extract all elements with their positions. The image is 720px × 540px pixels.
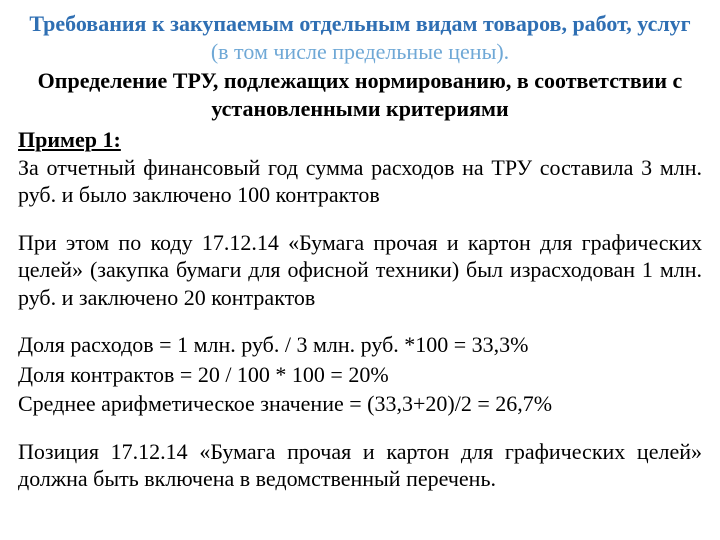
spacer (18, 313, 702, 331)
paragraph-6: Позиция 17.12.14 «Бумага прочая и картон… (18, 438, 702, 493)
paragraph-3: Доля расходов = 1 млн. руб. / 3 млн. руб… (18, 331, 702, 359)
title-block: Требования к закупаемым отдельным видам … (18, 10, 702, 65)
subtitle: Определение ТРУ, подлежащих нормированию… (18, 67, 702, 122)
paragraph-1: За отчетный финансовый год сумма расходо… (18, 154, 702, 209)
title-main: Требования к закупаемым отдельным видам … (29, 11, 690, 36)
paragraph-4: Доля контрактов = 20 / 100 * 100 = 20% (18, 361, 702, 389)
spacer (18, 211, 702, 229)
example-label: Пример 1: (18, 126, 702, 154)
paragraph-5: Среднее арифметическое значение = (33,3+… (18, 390, 702, 418)
paragraph-2: При этом по коду 17.12.14 «Бумага прочая… (18, 229, 702, 312)
page: Требования к закупаемым отдельным видам … (0, 0, 720, 540)
spacer (18, 420, 702, 438)
title-paren: (в том числе предельные цены). (211, 39, 509, 64)
